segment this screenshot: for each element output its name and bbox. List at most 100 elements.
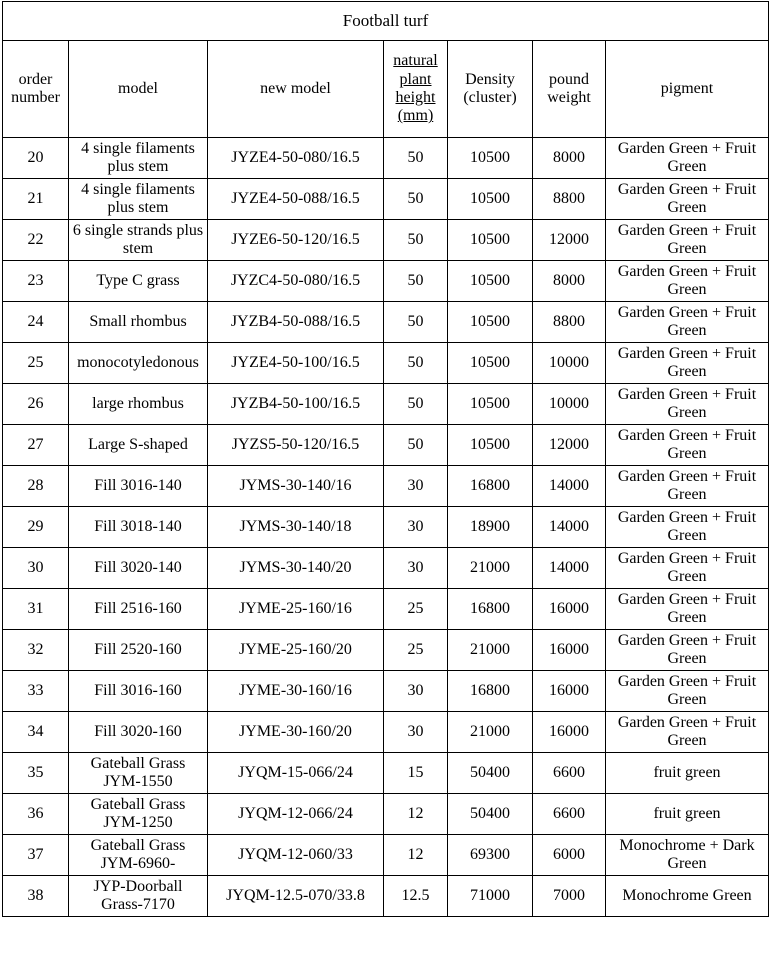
table-row: 32 Fill 2520-160 JYME-25-160/20 25 21000 1600… <box>2 629 770 671</box>
cell-density: 16800 <box>447 588 533 630</box>
cell-weight: 6600 <box>532 752 606 794</box>
cell-new_model: JYZE6-50-120/16.5 <box>207 219 384 261</box>
cell-density: 10500 <box>447 219 533 261</box>
cell-pigment: Garden Green + Fruit Green <box>604 588 770 630</box>
table-row: 24 Small rhombus JYZB4-50-088/16.5 50 10500 8… <box>2 301 770 343</box>
cell-height: 50 <box>383 219 448 261</box>
cell-density: 10500 <box>447 137 533 179</box>
cell-model: Fill 2516-160 <box>68 588 208 630</box>
cell-order: 20 <box>2 137 69 179</box>
cell-model: Gateball Grass JYM-1250 <box>68 793 208 835</box>
cell-weight: 7000 <box>532 875 606 917</box>
cell-pigment: Monochrome + Dark Green <box>604 834 770 876</box>
cell-model: 6 single strands plus stem <box>68 219 208 261</box>
cell-order: 22 <box>2 219 69 261</box>
title-row: Football turf <box>1 1 770 41</box>
cell-pigment: Garden Green + Fruit Green <box>604 424 770 466</box>
cell-height: 50 <box>383 383 448 425</box>
cell-model: Fill 3020-160 <box>68 711 208 753</box>
cell-pigment: Garden Green + Fruit Green <box>604 629 770 671</box>
cell-density: 10500 <box>447 301 533 343</box>
cell-height: 30 <box>383 711 448 753</box>
cell-model: Fill 3016-140 <box>68 465 208 507</box>
cell-order: 21 <box>2 178 69 220</box>
cell-weight: 10000 <box>532 342 606 384</box>
cell-order: 37 <box>2 834 69 876</box>
cell-density: 10500 <box>447 260 533 302</box>
column-header-order: order number <box>2 40 69 138</box>
cell-order: 32 <box>2 629 69 671</box>
cell-order: 29 <box>2 506 69 548</box>
cell-pigment: Garden Green + Fruit Green <box>604 342 770 384</box>
table-body: 20 4 single filaments plus stem JYZE4-50-0… <box>2 137 770 917</box>
cell-pigment: Garden Green + Fruit Green <box>604 670 770 712</box>
cell-pigment: Garden Green + Fruit Green <box>604 219 770 261</box>
table-row: 22 6 single strands plus stem JYZE6-50-120… <box>2 219 770 261</box>
cell-model: large rhombus <box>68 383 208 425</box>
cell-density: 10500 <box>447 424 533 466</box>
cell-order: 26 <box>2 383 69 425</box>
cell-model: monocotyledonous <box>68 342 208 384</box>
cell-model: Fill 2520-160 <box>68 629 208 671</box>
cell-pigment: Garden Green + Fruit Green <box>604 506 770 548</box>
cell-density: 10500 <box>447 178 533 220</box>
cell-height: 25 <box>383 629 448 671</box>
cell-weight: 14000 <box>532 465 606 507</box>
cell-weight: 16000 <box>532 588 606 630</box>
cell-model: Large S-shaped <box>68 424 208 466</box>
cell-density: 16800 <box>447 670 533 712</box>
cell-density: 71000 <box>447 875 533 917</box>
table-row: 30 Fill 3020-140 JYMS-30-140/20 30 21000 1400… <box>2 547 770 589</box>
cell-pigment: Garden Green + Fruit Green <box>604 711 770 753</box>
cell-height: 30 <box>383 506 448 548</box>
cell-height: 30 <box>383 547 448 589</box>
cell-model: Fill 3016-160 <box>68 670 208 712</box>
cell-new_model: JYQM-12.5-070/33.8 <box>207 875 384 917</box>
table-row: 29 Fill 3018-140 JYMS-30-140/18 30 18900 1400… <box>2 506 770 548</box>
cell-weight: 12000 <box>532 219 606 261</box>
cell-model: 4 single filaments plus stem <box>68 137 208 179</box>
table-row: 37 Gateball Grass JYM-6960- JYQM-12-060/33… <box>2 834 770 876</box>
table-row: 31 Fill 2516-160 JYME-25-160/16 25 16800 1600… <box>2 588 770 630</box>
cell-density: 21000 <box>447 547 533 589</box>
cell-model: Gateball Grass JYM-6960- <box>68 834 208 876</box>
cell-density: 10500 <box>447 342 533 384</box>
cell-order: 27 <box>2 424 69 466</box>
cell-model: Fill 3018-140 <box>68 506 208 548</box>
cell-pigment: Garden Green + Fruit Green <box>604 383 770 425</box>
cell-order: 30 <box>2 547 69 589</box>
cell-model: Gateball Grass JYM-1550 <box>68 752 208 794</box>
cell-new_model: JYMS-30-140/18 <box>207 506 384 548</box>
cell-model: Fill 3020-140 <box>68 547 208 589</box>
cell-density: 50400 <box>447 793 533 835</box>
column-header-weight: pound weight <box>532 40 606 138</box>
table-row: 21 4 single filaments plus stem JYZE4-50-0… <box>2 178 770 220</box>
cell-weight: 6000 <box>532 834 606 876</box>
cell-height: 50 <box>383 342 448 384</box>
cell-height: 50 <box>383 260 448 302</box>
cell-order: 36 <box>2 793 69 835</box>
cell-weight: 8000 <box>532 137 606 179</box>
column-header-row: order number model new model natural plant … <box>2 40 770 138</box>
cell-order: 31 <box>2 588 69 630</box>
cell-pigment: Garden Green + Fruit Green <box>604 547 770 589</box>
cell-height: 50 <box>383 301 448 343</box>
cell-weight: 8000 <box>532 260 606 302</box>
table-row: 28 Fill 3016-140 JYMS-30-140/16 30 16800 1400… <box>2 465 770 507</box>
cell-weight: 10000 <box>532 383 606 425</box>
cell-new_model: JYME-25-160/16 <box>207 588 384 630</box>
cell-height: 25 <box>383 588 448 630</box>
cell-new_model: JYQM-12-060/33 <box>207 834 384 876</box>
cell-density: 10500 <box>447 383 533 425</box>
table-row: 33 Fill 3016-160 JYME-30-160/16 30 16800 1600… <box>2 670 770 712</box>
cell-pigment: Garden Green + Fruit Green <box>604 260 770 302</box>
cell-order: 38 <box>2 875 69 917</box>
cell-weight: 6600 <box>532 793 606 835</box>
cell-pigment: Garden Green + Fruit Green <box>604 178 770 220</box>
cell-order: 23 <box>2 260 69 302</box>
cell-new_model: JYZE4-50-100/16.5 <box>207 342 384 384</box>
column-header-density: Density (cluster) <box>447 40 533 138</box>
cell-pigment: fruit green <box>604 752 770 794</box>
cell-order: 24 <box>2 301 69 343</box>
column-header-pigment: pigment <box>604 40 770 138</box>
